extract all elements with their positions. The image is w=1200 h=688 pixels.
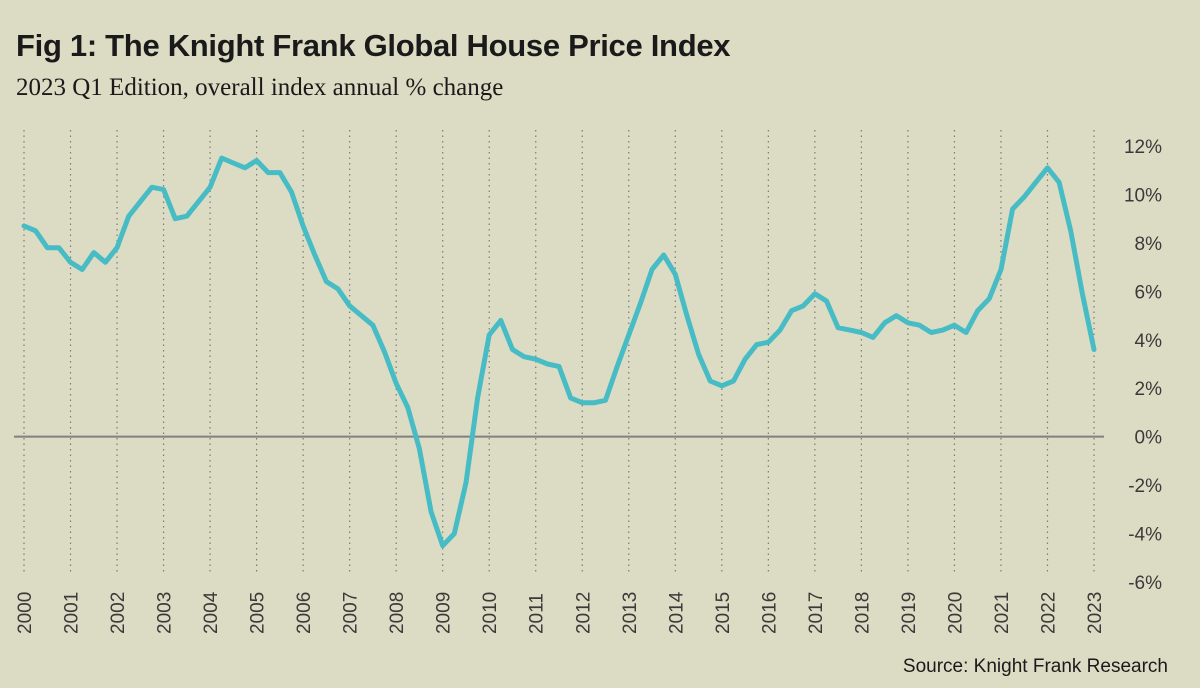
x-tick-label: 2023 (1085, 592, 1106, 634)
x-tick-label: 2021 (992, 592, 1013, 634)
x-tick-label: 2011 (527, 593, 548, 634)
y-tick-label: 8% (1135, 234, 1163, 255)
y-tick-label: -2% (1128, 476, 1162, 497)
chart-title: Fig 1: The Knight Frank Global House Pri… (16, 28, 731, 63)
x-tick-label: 2008 (387, 592, 408, 634)
y-tick-label: 2% (1135, 379, 1163, 400)
x-tick-label: 2001 (62, 592, 83, 634)
x-tick-label: 2015 (713, 592, 734, 634)
x-tick-label: 2005 (248, 592, 269, 634)
grid (23, 130, 1095, 572)
x-tick-label: 2014 (666, 591, 687, 634)
x-tick-label: 2007 (341, 592, 362, 634)
x-tick-label: 2002 (108, 592, 129, 634)
x-tick-label: 2020 (945, 592, 966, 634)
x-tick-label: 2010 (480, 592, 501, 634)
y-tick-label: 0% (1135, 428, 1163, 449)
tick-labels: 12% 10% 8% 6% 4% 2% 0% -2% -4% -6% 2000 2001 2002 200… (15, 137, 1162, 634)
x-tick-label: 2006 (294, 592, 315, 634)
series-line (21, 155, 1097, 549)
x-tick-label: 2017 (806, 592, 827, 634)
chart-subtitle: 2023 Q1 Edition, overall index annual % … (16, 74, 504, 101)
x-tick-label: 2013 (620, 592, 641, 634)
y-tick-label: -4% (1128, 525, 1162, 546)
y-tick-label: -6% (1128, 573, 1162, 594)
series (21, 155, 1097, 549)
y-tick-label: 12% (1124, 137, 1162, 158)
x-tick-label: 2016 (759, 592, 780, 634)
x-tick-label: 2004 (201, 591, 222, 634)
x-tick-label: 2018 (852, 592, 873, 634)
x-tick-label: 2022 (1038, 592, 1059, 634)
y-tick-label: 4% (1135, 331, 1163, 352)
source-note: Source: Knight Frank Research (902, 656, 1168, 677)
x-tick-label: 2019 (899, 592, 920, 634)
x-tick-label: 2003 (155, 592, 176, 634)
y-tick-label: 6% (1135, 282, 1163, 303)
x-tick-label: 2012 (573, 592, 594, 634)
y-tick-label: 10% (1124, 185, 1162, 206)
x-tick-label: 2009 (434, 592, 455, 634)
x-tick-label: 2000 (15, 592, 36, 634)
